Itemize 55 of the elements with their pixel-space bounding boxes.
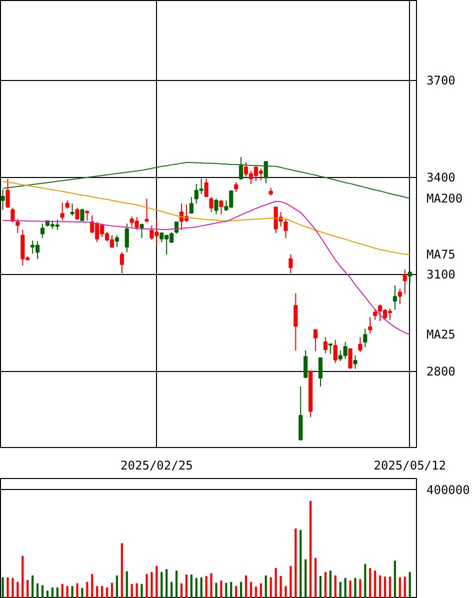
y-tick-label: 2800 bbox=[426, 364, 456, 378]
candlestick bbox=[328, 344, 332, 354]
candlestick bbox=[333, 339, 338, 364]
candlestick bbox=[10, 207, 15, 223]
candlestick bbox=[294, 292, 298, 351]
candlestick bbox=[0, 189, 5, 210]
candlestick bbox=[40, 223, 45, 238]
series-label: MA200 bbox=[426, 191, 463, 206]
candlestick bbox=[402, 269, 407, 294]
candlestick bbox=[85, 210, 90, 221]
candlestick bbox=[353, 354, 358, 370]
candlestick bbox=[264, 161, 268, 184]
candlestick bbox=[209, 196, 214, 213]
candlestick bbox=[368, 316, 372, 334]
candlestick bbox=[363, 328, 368, 348]
candlestick bbox=[140, 224, 144, 238]
line-series bbox=[2, 180, 410, 255]
candlestick bbox=[80, 208, 84, 222]
candlestick bbox=[304, 350, 308, 378]
candlestick bbox=[373, 308, 378, 320]
candlestick bbox=[288, 254, 293, 274]
y-tick-label: 400000 bbox=[426, 482, 470, 497]
candlestick bbox=[124, 223, 129, 253]
y-tick-label: 3100 bbox=[426, 267, 456, 282]
candlestick bbox=[6, 178, 10, 208]
candlestick bbox=[234, 182, 238, 192]
line-series bbox=[2, 162, 410, 199]
candlestick bbox=[189, 196, 194, 214]
candlestick bbox=[408, 270, 412, 284]
candlestick bbox=[392, 284, 397, 310]
candlestick bbox=[313, 329, 318, 352]
candlestick bbox=[16, 218, 20, 234]
candlestick bbox=[239, 156, 244, 180]
candlestick bbox=[284, 218, 288, 238]
line-series bbox=[2, 200, 410, 336]
series-label: MA75 bbox=[426, 247, 456, 262]
candlestick bbox=[75, 207, 80, 220]
y-tick-label: 3400 bbox=[426, 170, 456, 184]
candlestick bbox=[114, 234, 119, 248]
y-tick-label: 3700 bbox=[426, 73, 456, 88]
candlestick bbox=[219, 200, 224, 215]
candlestick bbox=[204, 178, 208, 198]
candlestick bbox=[120, 252, 124, 274]
series-label: MA25 bbox=[426, 328, 456, 342]
candlestick bbox=[323, 336, 328, 354]
candlestick bbox=[318, 357, 323, 387]
x-tick-label: 2025/02/25 bbox=[120, 458, 193, 472]
candlestick bbox=[214, 198, 218, 215]
candlestick bbox=[398, 288, 402, 304]
candlestick bbox=[60, 202, 64, 221]
candlestick bbox=[144, 198, 149, 223]
candlestick bbox=[358, 336, 362, 353]
candlestick bbox=[348, 348, 352, 370]
x-tick-label: 2025/05/12 bbox=[374, 458, 446, 472]
candlestick bbox=[70, 203, 74, 216]
